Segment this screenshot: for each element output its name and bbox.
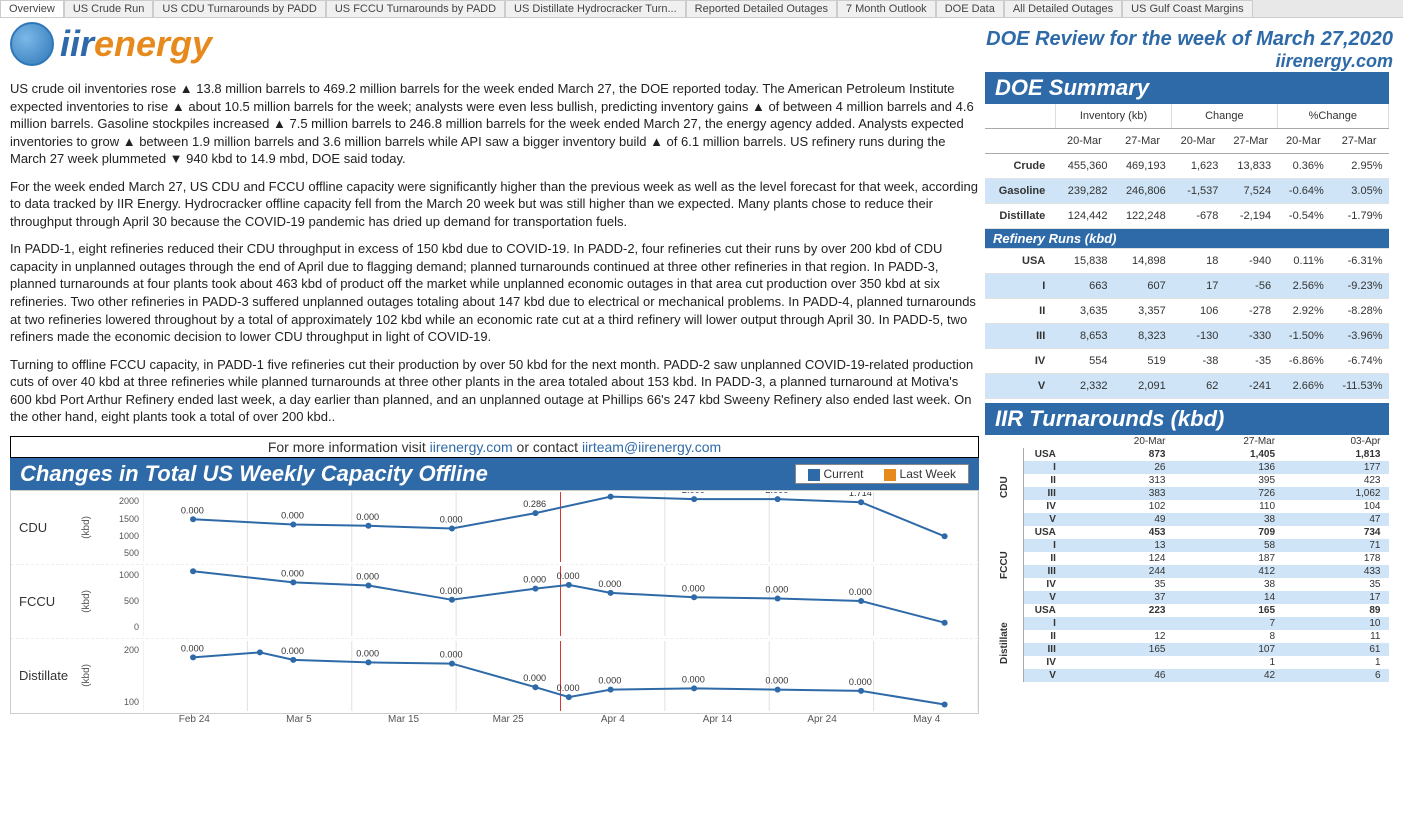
chart-area: 0.000 0.000 0.000 0.000 0.286 2.000 2.000 2.000… [143,492,978,562]
paragraph-4: Turning to offline FCCU capacity, in PAD… [10,356,979,426]
svg-text:0.000: 0.000 [849,677,872,687]
link-site[interactable]: iirenergy.com [430,439,513,455]
svg-text:0.000: 0.000 [765,585,788,595]
paragraph-1: US crude oil inventories rose ▲ 13.8 mil… [10,80,979,168]
tab-us-gulf-coast-margins[interactable]: US Gulf Coast Margins [1122,0,1252,17]
xaxis-label: May 4 [874,714,979,725]
legend-swatch-last [884,469,896,481]
svg-text:2.000: 2.000 [598,492,621,493]
tab-overview[interactable]: Overview [0,0,64,17]
chart-label: Distillate [11,668,81,683]
header: iirenergy DOE Review for the week of Mar… [0,18,1403,72]
chart-yscale: 200015001000500 [105,496,143,558]
svg-text:0.000: 0.000 [523,575,546,585]
legend-current: Current [824,467,864,481]
logo-text: iirenergy [60,23,212,65]
svg-text:0.000: 0.000 [557,571,580,581]
xaxis-label: Mar 15 [351,714,456,725]
svg-text:0.000: 0.000 [181,643,204,653]
svg-text:0.000: 0.000 [557,683,580,693]
doe-summary-title: DOE Summary [985,72,1389,104]
doe-summary-table: Inventory (kb)Change%Change20-Mar27-Mar2… [985,104,1389,399]
chart-yscale: 10005000 [105,570,143,632]
chart-row-cdu: CDU(kbd)2000150010005000.0000.0000.0000.… [11,491,978,565]
svg-text:0.000: 0.000 [523,673,546,683]
chart-ylabel: (kbd) [81,664,105,687]
svg-text:0.000: 0.000 [281,646,304,656]
xaxis-label: Mar 5 [247,714,352,725]
more-info-middle: or contact [513,439,582,455]
link-email[interactable]: iirteam@iirenergy.com [582,439,721,455]
logo-iir: iir [60,23,94,64]
svg-text:0.000: 0.000 [356,512,379,522]
xaxis-label: Feb 24 [142,714,247,725]
xaxis-label: Apr 14 [665,714,770,725]
tab-us-distillate-hydrocracker-turn-[interactable]: US Distillate Hydrocracker Turn... [505,0,686,17]
svg-text:0.000: 0.000 [181,506,204,516]
svg-text:0.000: 0.000 [440,586,463,596]
chart-yscale: 200100 [105,645,143,707]
svg-text:0.000: 0.000 [440,515,463,525]
body-text: US crude oil inventories rose ▲ 13.8 mil… [10,80,979,426]
legend-swatch-current [808,469,820,481]
legend-last: Last Week [900,467,956,481]
chart-area: 0.000 0.000 0.000 0.000 0.000 0.000 0.000 0.000… [143,566,978,636]
svg-text:0.000: 0.000 [598,579,621,589]
chart-title: Changes in Total US Weekly Capacity Offl… [20,461,488,487]
tab-bar: OverviewUS Crude RunUS CDU Turnarounds b… [0,0,1403,18]
review-line2: iirenergy.com [986,51,1393,72]
more-info-box: For more information visit iirenergy.com… [10,436,979,458]
paragraph-3: In PADD-1, eight refineries reduced thei… [10,240,979,345]
charts-container: CDU(kbd)2000150010005000.0000.0000.0000.… [10,490,979,714]
xaxis-label: Apr 24 [770,714,875,725]
chart-ylabel: (kbd) [81,590,105,613]
chart-legend: Current Last Week [795,464,970,484]
chart-ylabel: (kbd) [81,516,105,539]
svg-text:2.000: 2.000 [682,492,705,495]
svg-text:0.000: 0.000 [598,676,621,686]
svg-text:0.000: 0.000 [281,511,304,521]
chart-row-fccu: FCCU(kbd)100050000.0000.0000.0000.0000.0… [11,565,978,639]
chart-area: 0.000 0.000 0.000 0.000 0.000 0.000 0.000 0.000… [143,641,978,711]
turnarounds-table: 20-Mar27-Mar03-AprCDUUSA8731,4051,813I26… [985,435,1389,682]
turnarounds-title: IIR Turnarounds (kbd) [985,403,1389,435]
globe-icon [10,22,54,66]
tab-us-crude-run[interactable]: US Crude Run [64,0,154,17]
svg-text:0.000: 0.000 [356,572,379,582]
xaxis-label: Apr 4 [561,714,666,725]
tab-7-month-outlook[interactable]: 7 Month Outlook [837,0,936,17]
svg-text:0.000: 0.000 [356,648,379,658]
svg-text:2.000: 2.000 [765,492,788,495]
tab-us-fccu-turnarounds-by-padd[interactable]: US FCCU Turnarounds by PADD [326,0,505,17]
tab-us-cdu-turnarounds-by-padd[interactable]: US CDU Turnarounds by PADD [153,0,325,17]
svg-text:0.000: 0.000 [682,674,705,684]
chart-title-bar: Changes in Total US Weekly Capacity Offl… [10,458,979,490]
svg-text:0.000: 0.000 [181,566,204,567]
svg-text:0.000: 0.000 [765,676,788,686]
chart-xaxis: Feb 24Mar 5Mar 15Mar 25Apr 4Apr 14Apr 24… [10,714,979,725]
more-info-prefix: For more information visit [268,439,430,455]
review-title: DOE Review for the week of March 27,2020… [986,22,1393,72]
tab-all-detailed-outages[interactable]: All Detailed Outages [1004,0,1122,17]
svg-text:0.000: 0.000 [682,584,705,594]
chart-label: CDU [11,520,81,535]
svg-text:0.000: 0.000 [849,587,872,597]
review-line1: DOE Review for the week of March 27,2020 [986,28,1393,51]
svg-text:1.714: 1.714 [849,492,872,498]
tab-reported-detailed-outages[interactable]: Reported Detailed Outages [686,0,837,17]
tab-doe-data[interactable]: DOE Data [936,0,1004,17]
svg-text:0.286: 0.286 [523,500,546,510]
paragraph-2: For the week ended March 27, US CDU and … [10,178,979,231]
xaxis-label: Mar 25 [456,714,561,725]
chart-label: FCCU [11,594,81,609]
svg-text:0.000: 0.000 [281,569,304,579]
logo: iirenergy [10,22,212,66]
svg-text:0.000: 0.000 [440,650,463,660]
logo-energy: energy [94,23,212,64]
chart-row-distillate: Distillate(kbd)2001000.0000.0000.0000.00… [11,639,978,713]
